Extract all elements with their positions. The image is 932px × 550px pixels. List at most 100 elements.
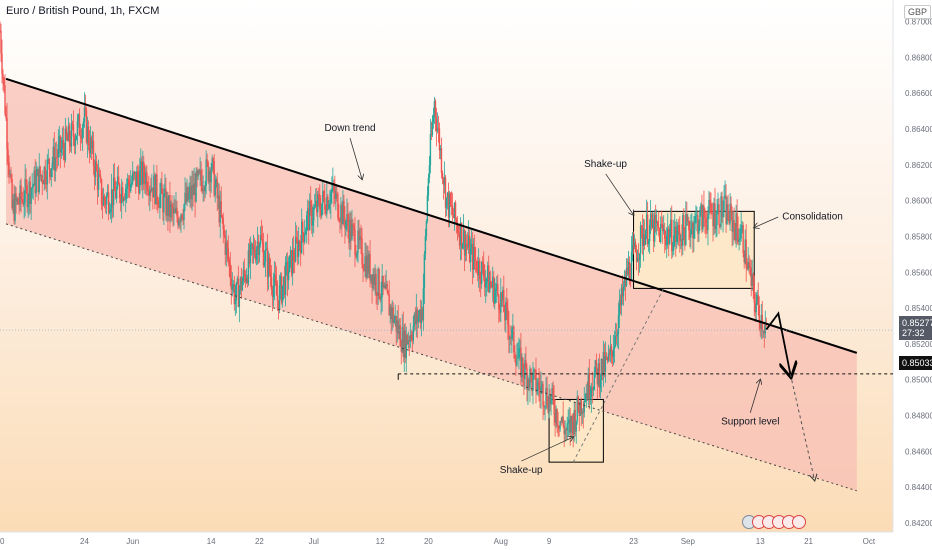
candle-body: [511, 328, 513, 339]
candle-body: [67, 125, 70, 141]
event-marker-icon[interactable]: [792, 515, 806, 529]
candle-body: [460, 222, 463, 249]
candle-body: [553, 398, 555, 415]
candle-body: [34, 170, 36, 194]
candle-body: [66, 137, 69, 141]
candle-body: [173, 208, 175, 214]
candle-body: [368, 254, 370, 274]
candle-body: [699, 209, 701, 226]
candle-body: [311, 203, 313, 226]
candle-body: [123, 198, 126, 200]
candle-body: [41, 175, 43, 183]
candle-body: [730, 203, 732, 211]
candle-body: [534, 369, 536, 371]
candle-body: [321, 203, 323, 216]
candle-body: [117, 176, 120, 185]
candle-body: [225, 242, 227, 255]
candle-body: [281, 285, 284, 303]
candle-body: [358, 230, 360, 241]
candle-body: [39, 166, 41, 177]
candle-body: [275, 282, 278, 296]
annotation-arrow: [754, 216, 779, 228]
candle-body: [455, 219, 458, 224]
candle-body: [506, 302, 508, 309]
candle-body: [323, 191, 325, 198]
candle-body: [46, 159, 48, 185]
candle-body: [248, 250, 251, 264]
candle-body: [628, 261, 631, 280]
candle-body: [594, 360, 597, 374]
candle-body: [748, 262, 750, 267]
candle-body: [119, 197, 122, 204]
shake-up-label-top: Shake-up: [584, 159, 627, 170]
currency-badge[interactable]: GBP: [904, 5, 932, 19]
candle-body: [304, 234, 306, 242]
candle-body: [362, 264, 364, 269]
candle-body: [650, 214, 653, 228]
candle-body: [406, 334, 408, 345]
candle-body: [158, 205, 160, 208]
candle-body: [299, 244, 302, 254]
candle-body: [96, 170, 99, 190]
candle-body: [149, 189, 151, 196]
candle-body: [655, 221, 658, 224]
candle-body: [720, 196, 722, 227]
candle-body: [762, 330, 764, 332]
candle-body: [101, 204, 104, 206]
candle-body: [615, 335, 618, 337]
candle-body: [477, 261, 480, 276]
candle-body: [611, 351, 614, 357]
price-axis-tick: 0.85000: [905, 376, 932, 385]
candle-body: [148, 191, 150, 196]
candle-body: [246, 278, 249, 284]
candle-body: [157, 200, 159, 206]
candle-body: [433, 101, 436, 116]
candle-body: [532, 372, 534, 392]
candle-body: [89, 137, 92, 154]
candle-body: [273, 274, 276, 286]
candle-body: [573, 410, 575, 435]
candle-body: [370, 274, 372, 281]
time-axis-tick: 9: [547, 537, 552, 546]
candle-body: [308, 208, 310, 231]
candle-body: [697, 215, 699, 234]
candle-body: [312, 220, 314, 226]
candle-body: [631, 245, 634, 252]
candle-body: [550, 396, 552, 405]
candle-body: [469, 247, 472, 263]
economic-events-markers[interactable]: [742, 515, 806, 529]
projection-dashed-arrow: [789, 374, 814, 480]
candle-body: [471, 243, 474, 270]
candle-body: [521, 357, 523, 377]
candle-body: [161, 183, 163, 194]
candle-body: [210, 169, 212, 183]
candle-body: [380, 296, 382, 300]
candle-body: [465, 243, 468, 246]
candle-body: [638, 253, 641, 260]
time-axis-tick: Aug: [494, 537, 508, 546]
candle-body: [637, 257, 640, 260]
candle-body: [560, 421, 562, 422]
candle-body: [192, 185, 194, 195]
candle-body: [463, 229, 466, 256]
candle-body: [342, 200, 344, 225]
candle-body: [104, 200, 107, 205]
candle-body: [448, 193, 451, 218]
price-axis-tick: 0.86000: [905, 197, 932, 206]
chart-symbol-title[interactable]: Euro / British Pound, 1h, FXCM: [6, 5, 160, 17]
candle-body: [327, 196, 329, 209]
candle-body: [114, 190, 117, 199]
candle-body: [202, 188, 204, 192]
candle-body: [394, 316, 396, 320]
candle-body: [348, 225, 350, 243]
candle-body: [430, 134, 433, 136]
candle-body: [280, 276, 283, 303]
candle-body: [415, 309, 418, 325]
candle-body: [199, 170, 201, 174]
candle-body: [441, 172, 444, 179]
support-level-label: Support level: [721, 417, 779, 428]
candle-body: [555, 409, 557, 423]
candle-body: [310, 200, 312, 204]
